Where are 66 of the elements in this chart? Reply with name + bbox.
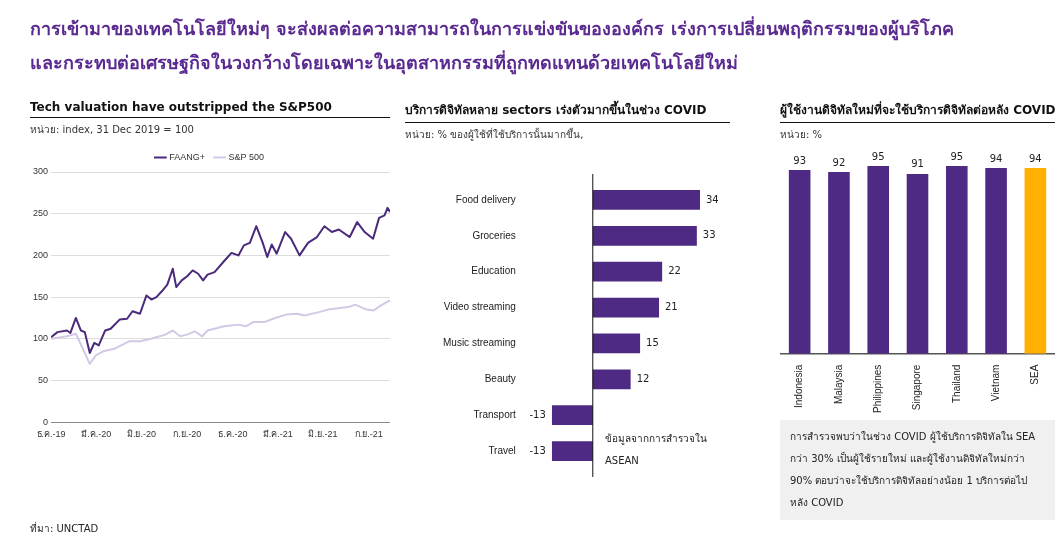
bar	[551, 405, 593, 426]
y-tick-label: Music streaming	[442, 337, 516, 349]
y-tick-label: Food delivery	[455, 193, 516, 205]
legend-label: FAANG+	[169, 151, 206, 162]
data-label: 12	[636, 372, 650, 384]
data-label: 94	[989, 152, 1003, 164]
bar	[592, 190, 700, 210]
data-label: 34	[706, 193, 719, 205]
x-tick-label: Thailand	[950, 364, 962, 403]
text: การเข้ามาของเทคโนโลยีใหม่ๆ จะส่งผลต่อความสามารถในการแข่งขันขององค์กร เร่งการเปลี่ยนพฤติกรรมของผู้บริโภค	[30, 15, 955, 43]
x-tick-label: SEA	[1029, 364, 1041, 385]
text: และกระทบต่อเศรษฐกิจในวงกว้างโดยเฉพาะในอุตสาหกรรมที่ถูกทดแทนด้วยเทคโนโลยีใหม่	[30, 49, 739, 77]
x-tick-label: มี.ค.-21	[262, 429, 293, 440]
data-label: -13	[529, 444, 546, 456]
chart-subtitle: หน่วย: % ของผู้ใช้ที่ใช้บริการนั้นมากขึ้น,	[405, 127, 585, 142]
y-tick-label: Education	[471, 265, 516, 277]
y-tick-label: 200	[32, 249, 49, 260]
bar	[592, 369, 631, 390]
x-tick-label: ก.ย.-20	[173, 429, 202, 440]
data-label: 21	[665, 301, 678, 313]
bar	[592, 225, 697, 246]
bar	[592, 297, 660, 318]
x-tick-label: มิ.ย.-21	[308, 429, 338, 440]
x-tick-label: ก.ย.-21	[354, 429, 383, 440]
data-label: 93	[793, 154, 807, 166]
data-label: 95	[950, 150, 964, 162]
x-tick-label: Vietnam	[989, 364, 1001, 402]
chart-title: ผู้ใช้งานดิจิทัลใหม่ที่จะใช้บริการดิจิทัลต่อหลัง COVID	[780, 100, 1056, 123]
data-label: 15	[646, 337, 659, 349]
y-tick-label: Transport	[473, 408, 517, 420]
data-label: 92	[832, 156, 846, 168]
annotation: ข้อมูลจากการสำรวจใน ASEAN	[605, 432, 708, 468]
x-tick-label: Philippines	[871, 364, 883, 414]
y-tick-label: Groceries	[472, 229, 516, 241]
y-tick-label: 150	[32, 291, 49, 302]
text: ที่มา: UNCTAD	[30, 520, 99, 536]
chart-subtitle: หน่วย: %	[780, 128, 824, 142]
x-tick-label: Indonesia	[793, 364, 805, 409]
y-tick-label: Video streaming	[443, 301, 516, 313]
data-label: -13	[529, 408, 546, 420]
chart-title: Tech valuation have outstripped the S&P500	[30, 100, 390, 118]
y-tick-label: 0	[43, 416, 49, 427]
y-tick-label: Beauty	[484, 373, 516, 385]
y-tick-label: 250	[32, 208, 49, 219]
bar	[592, 333, 641, 354]
y-tick-label: 300	[32, 166, 49, 177]
text: การสำรวจพบว่าในช่วง COVID ผู้ใช้บริการดิจิทัลใน SEA กว่า 30% เป็นผู้ใช้รายใหม่ และผู้ใช้งานดิจิทัลใหม่กว่า 90% ตอบว่าจะใช้บริการดิจิทัลอย่างน้อย 1 บริการต่อไปหลัง COVID	[780, 420, 1055, 520]
y-tick-label: 50	[38, 374, 49, 385]
data-label: 33	[702, 229, 716, 241]
data-label: 22	[668, 265, 681, 277]
x-tick-label: ธ.ค.-20	[218, 429, 248, 440]
bar	[592, 261, 663, 282]
chart-title: บริการดิจิทัลหลาย sectors เร่งตัวมากขึ้นในช่วง COVID	[405, 100, 730, 123]
y-tick-label: Travel	[488, 444, 516, 456]
legend-label: S&P 500	[228, 151, 264, 162]
x-tick-label: มี.ค.-20	[81, 429, 112, 440]
data-label: 91	[911, 158, 924, 170]
data-label: 94	[1028, 152, 1042, 164]
x-tick-label: ธ.ค.-19	[36, 429, 66, 440]
bar	[551, 441, 593, 461]
x-tick-label: มิ.ย.-20	[126, 429, 156, 440]
x-tick-label: Malaysia	[832, 364, 844, 405]
data-label: 95	[871, 150, 885, 162]
y-tick-label: 100	[32, 333, 49, 344]
x-tick-label: Singapore	[911, 364, 923, 411]
chart-subtitle: หน่วย: index, 31 Dec 2019 = 100	[30, 123, 195, 137]
